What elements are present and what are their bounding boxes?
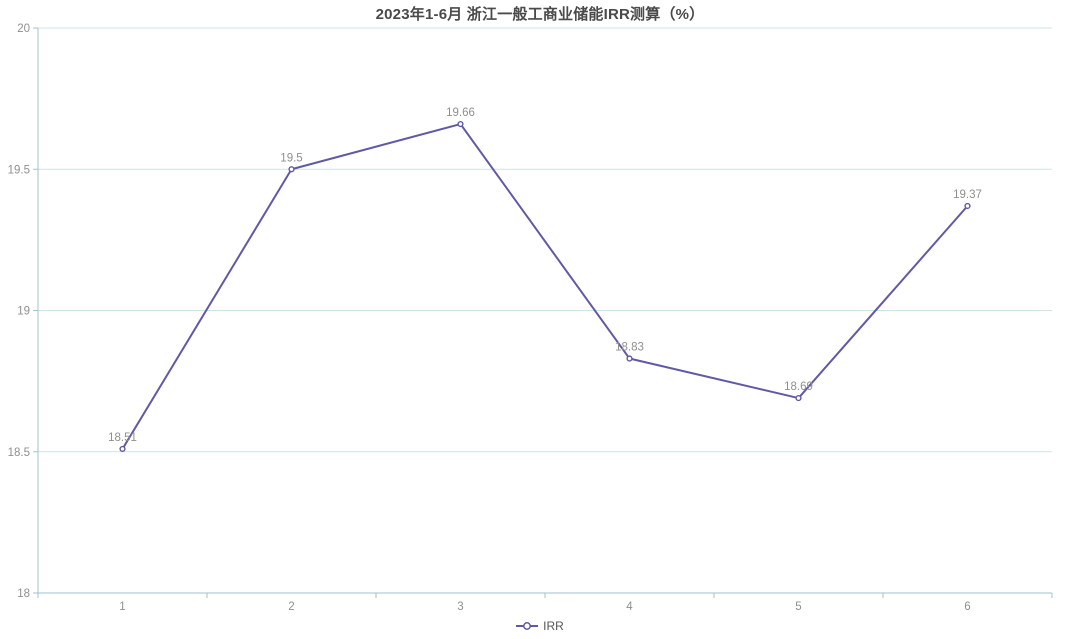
y-axis-label: 19	[17, 306, 30, 318]
chart-title: 2023年1-6月 浙江一般工商业储能IRR测算（%）	[375, 6, 705, 23]
y-axis-label: 20	[17, 23, 30, 35]
x-axis-label: 2	[288, 601, 294, 613]
x-axis-label: 3	[457, 601, 463, 613]
data-point[interactable]	[626, 355, 633, 362]
data-point[interactable]	[457, 120, 464, 128]
data-point-label: 19.66	[446, 107, 475, 119]
data-point-label: 18.69	[784, 381, 813, 393]
line-series-legend-icon	[516, 622, 539, 630]
y-axis-label: 19.5	[8, 164, 30, 176]
y-axis-label: 18.5	[8, 447, 30, 459]
x-axis-label: 4	[626, 601, 633, 613]
data-point[interactable]	[964, 202, 971, 210]
y-axis-label: 18	[17, 588, 30, 600]
legend-label: IRR	[543, 619, 564, 633]
data-point-label: 19.5	[280, 152, 302, 164]
data-point[interactable]	[119, 445, 126, 453]
legend-item-irr[interactable]: IRR	[0, 619, 1080, 633]
x-axis-label: 6	[964, 601, 970, 613]
data-point[interactable]	[795, 394, 802, 402]
data-point-label: 18.51	[108, 432, 137, 444]
series-line-irr	[121, 123, 969, 450]
data-point-label: 18.83	[615, 342, 644, 354]
x-axis-label: 1	[119, 601, 125, 613]
data-point-label: 19.37	[953, 189, 982, 201]
data-point[interactable]	[288, 166, 295, 173]
x-axis-label: 5	[795, 601, 801, 613]
